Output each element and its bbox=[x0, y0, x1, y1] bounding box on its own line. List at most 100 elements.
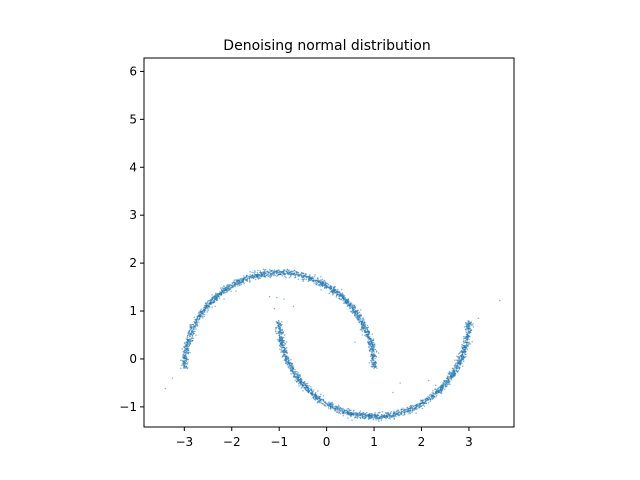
data-point-upper-arc bbox=[278, 269, 280, 271]
data-point-lower-arc bbox=[462, 349, 465, 351]
data-point-lower-arc bbox=[325, 405, 327, 407]
data-point-lower-arc bbox=[294, 368, 296, 371]
data-point-lower-arc bbox=[420, 405, 422, 407]
data-point-upper-arc bbox=[281, 275, 284, 277]
data-point-lower-arc bbox=[459, 359, 461, 361]
data-point-upper-arc bbox=[374, 360, 377, 363]
data-point-upper-arc bbox=[201, 312, 203, 315]
data-point-lower-arc bbox=[385, 417, 387, 420]
data-point-upper-arc bbox=[272, 274, 275, 277]
data-point-upper-arc bbox=[227, 290, 229, 292]
data-point-upper-arc bbox=[318, 280, 320, 283]
data-point-upper-arc bbox=[202, 317, 204, 319]
data-point-upper-arc bbox=[357, 314, 360, 317]
data-point-upper-arc bbox=[183, 364, 185, 366]
data-point-lower-arc bbox=[276, 339, 279, 341]
data-point-upper-arc bbox=[189, 335, 191, 337]
data-point-upper-arc bbox=[234, 279, 236, 281]
data-point-lower-arc bbox=[467, 329, 469, 331]
data-point-lower-arc bbox=[421, 407, 424, 410]
data-point-lower-arc bbox=[387, 413, 390, 416]
data-point-upper-arc bbox=[299, 273, 301, 275]
data-point-lower-arc bbox=[378, 411, 381, 414]
data-point-lower-arc bbox=[456, 367, 459, 369]
data-point-lower-arc bbox=[351, 413, 354, 415]
data-point-upper-arc bbox=[350, 311, 353, 313]
data-point-upper-arc bbox=[192, 324, 195, 326]
data-point-upper-arc bbox=[292, 271, 294, 273]
data-point-upper-arc bbox=[315, 279, 317, 282]
data-point-lower-arc bbox=[288, 365, 290, 368]
data-point-lower-arc bbox=[282, 351, 285, 354]
data-point-lower-arc bbox=[334, 407, 337, 410]
data-point-lower-arc bbox=[356, 417, 359, 419]
data-point-upper-arc bbox=[270, 275, 272, 278]
data-point-lower-arc bbox=[304, 387, 307, 389]
data-point-lower-arc bbox=[308, 390, 310, 392]
data-point-upper-arc bbox=[336, 293, 339, 296]
data-point-lower-arc bbox=[299, 382, 302, 384]
data-point-lower-arc bbox=[441, 386, 443, 389]
data-point-lower-arc bbox=[347, 411, 350, 414]
data-point-lower-arc bbox=[451, 372, 453, 374]
data-point-lower-arc bbox=[415, 408, 417, 410]
data-point-lower-arc bbox=[466, 322, 469, 324]
data-point-lower-arc bbox=[313, 389, 315, 391]
data-point-lower-arc bbox=[458, 356, 460, 358]
data-point-upper-arc bbox=[339, 295, 342, 297]
data-point-upper-arc bbox=[183, 352, 185, 355]
data-point-lower-arc bbox=[374, 412, 376, 414]
data-point-upper-arc bbox=[332, 294, 334, 296]
data-point-lower-arc bbox=[444, 380, 446, 382]
data-point-upper-arc bbox=[229, 287, 231, 289]
data-point-upper-arc bbox=[344, 298, 347, 301]
data-point-lower-arc bbox=[466, 341, 469, 343]
data-point-lower-arc bbox=[410, 409, 412, 411]
data-point-lower-arc bbox=[457, 353, 460, 355]
data-point-upper-arc bbox=[366, 328, 369, 331]
data-point-upper-arc bbox=[190, 328, 193, 330]
data-point-lower-arc bbox=[466, 344, 468, 346]
data-point-lower-arc bbox=[462, 335, 465, 338]
data-point-upper-arc bbox=[301, 276, 303, 278]
data-point-upper-arc bbox=[335, 289, 337, 291]
data-point-upper-arc bbox=[275, 272, 278, 274]
data-point-lower-arc bbox=[380, 415, 383, 418]
data-point-lower-arc bbox=[435, 395, 438, 397]
data-point-lower-arc bbox=[451, 375, 454, 378]
data-point-upper-arc bbox=[255, 273, 258, 276]
data-point-upper-arc bbox=[321, 278, 324, 281]
data-point-lower-arc bbox=[425, 402, 428, 405]
data-point-lower-arc bbox=[466, 326, 468, 328]
data-point-upper-arc bbox=[371, 333, 374, 335]
data-point-upper-arc bbox=[194, 325, 196, 327]
data-point-lower-arc bbox=[439, 385, 441, 388]
data-point-upper-arc bbox=[239, 284, 241, 287]
data-point-upper-arc bbox=[338, 293, 340, 296]
data-point-lower-arc bbox=[419, 399, 422, 401]
data-point-lower-arc bbox=[389, 418, 391, 420]
data-point-upper-arc bbox=[290, 274, 292, 277]
data-point-lower-arc bbox=[317, 390, 319, 392]
data-point-lower-arc bbox=[448, 379, 451, 382]
data-point-upper-arc bbox=[186, 351, 188, 353]
data-point-upper-arc bbox=[204, 307, 207, 309]
data-point-upper-arc bbox=[253, 271, 255, 274]
y-tick-label: 2 bbox=[129, 256, 137, 270]
data-point-lower-arc bbox=[338, 405, 340, 408]
data-point-upper-arc bbox=[193, 332, 195, 335]
data-point-upper-arc bbox=[330, 290, 333, 293]
data-point-lower-arc bbox=[318, 397, 321, 400]
data-point-upper-arc bbox=[335, 296, 338, 298]
data-point-lower-arc bbox=[437, 388, 439, 390]
data-point-upper-arc bbox=[372, 338, 375, 340]
data-point-upper-arc bbox=[302, 280, 304, 282]
x-tick-label: 1 bbox=[370, 435, 378, 449]
data-point-lower-arc bbox=[461, 359, 463, 361]
data-point-upper-arc bbox=[230, 286, 232, 289]
data-point-lower-arc bbox=[324, 401, 326, 404]
data-point-lower-arc bbox=[283, 334, 286, 336]
data-point-upper-arc bbox=[254, 278, 257, 281]
data-point-lower-arc bbox=[354, 416, 356, 419]
data-point-upper-arc bbox=[207, 309, 209, 312]
